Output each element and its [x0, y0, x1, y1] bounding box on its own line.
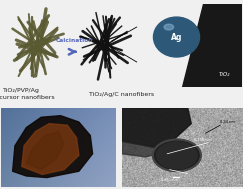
Circle shape — [154, 17, 200, 57]
Text: TiO₂: TiO₂ — [219, 72, 230, 77]
Circle shape — [153, 139, 201, 171]
Text: 0.238 nm: 0.238 nm — [194, 138, 211, 142]
Text: 0.351 nm: 0.351 nm — [161, 178, 178, 182]
Circle shape — [156, 142, 197, 169]
Polygon shape — [182, 4, 242, 87]
Polygon shape — [13, 116, 93, 178]
Text: 0.34 nm: 0.34 nm — [220, 120, 235, 124]
Polygon shape — [26, 132, 64, 170]
Polygon shape — [22, 124, 79, 174]
Ellipse shape — [164, 24, 174, 30]
Polygon shape — [122, 108, 191, 147]
Text: Ag: Ag — [171, 33, 182, 42]
Text: TiO₂/Ag/C nanofibers: TiO₂/Ag/C nanofibers — [89, 92, 154, 97]
Polygon shape — [122, 138, 176, 157]
Text: Calcination: Calcination — [56, 38, 94, 43]
Text: TiO₂/PVP/Ag
precursor nanofibers: TiO₂/PVP/Ag precursor nanofibers — [0, 88, 55, 100]
